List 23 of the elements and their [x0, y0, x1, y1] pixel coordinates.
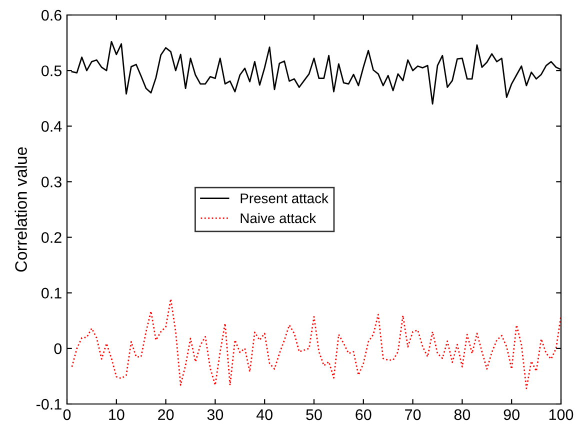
- line-series: [71, 298, 561, 390]
- x-tick-label: 60: [356, 409, 372, 420]
- x-tick-label: 20: [158, 409, 174, 420]
- y-tick-label: 0.6: [42, 10, 62, 21]
- x-tick-label: 80: [454, 409, 470, 420]
- y-tick-label: 0.1: [42, 288, 62, 299]
- x-tick-label: 10: [109, 409, 124, 420]
- x-tick-label: 30: [207, 409, 224, 420]
- x-tick-label: 40: [256, 409, 272, 420]
- x-tick-label: 70: [405, 409, 421, 420]
- y-tick-label: 0.4: [42, 121, 62, 132]
- x-tick-label: 90: [504, 409, 520, 420]
- y-tick-label: 0.3: [42, 176, 62, 188]
- legend-label: Naive attack: [240, 212, 316, 224]
- x-tick-label: 50: [306, 409, 322, 420]
- legend-label: Present attack: [240, 193, 328, 204]
- x-tick-label: 0: [63, 409, 71, 420]
- y-tick-label: 0.2: [42, 232, 62, 243]
- y-tick-label: -0.1: [36, 398, 62, 410]
- y-axis-title: Correlation value: [14, 147, 27, 272]
- y-tick-label: 0.5: [42, 65, 62, 76]
- y-tick-label: 0: [54, 343, 62, 354]
- x-tick-label: 100: [549, 409, 574, 420]
